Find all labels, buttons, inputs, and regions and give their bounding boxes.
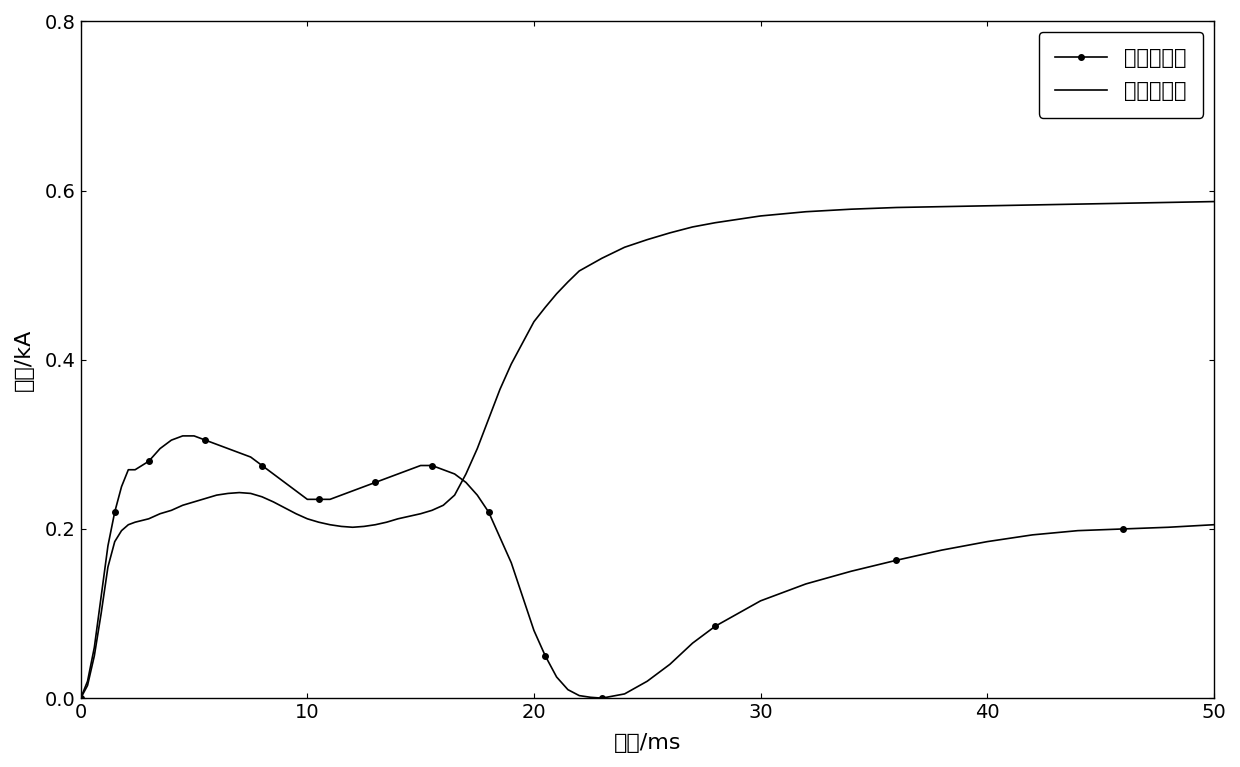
方向制动量 (1025, 200, 1040, 209)
Legend: 方向动作量, 方向制动量: 方向动作量, 方向制动量 (1039, 31, 1203, 117)
方向动作量 (935, 545, 950, 555)
方向动作量 (221, 444, 236, 453)
方向动作量 (470, 491, 485, 500)
方向动作量 (1207, 520, 1221, 529)
X-axis label: 时间/ms: 时间/ms (614, 733, 681, 753)
方向动作量 (357, 482, 372, 491)
方向制动量 (334, 522, 348, 531)
Line: 方向动作量: 方向动作量 (78, 433, 1216, 701)
方向动作量 (175, 431, 190, 440)
方向制动量 (141, 514, 156, 523)
方向动作量 (210, 439, 224, 449)
Y-axis label: 电流/kA: 电流/kA (14, 328, 33, 391)
方向动作量 (481, 508, 496, 517)
方向制动量 (618, 242, 632, 252)
方向动作量 (73, 693, 88, 703)
方向制动量 (198, 494, 213, 503)
方向制动量 (368, 520, 383, 529)
方向制动量 (73, 693, 88, 703)
Line: 方向制动量: 方向制动量 (81, 202, 1214, 698)
方向制动量 (1207, 197, 1221, 206)
